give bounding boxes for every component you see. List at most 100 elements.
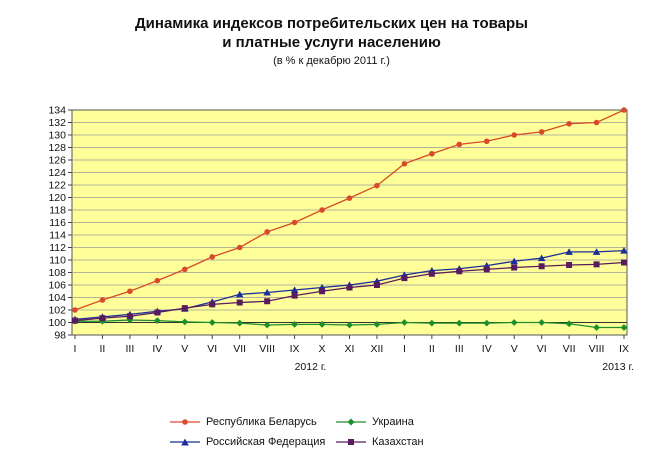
- y-tick-label-102: 102: [48, 305, 66, 317]
- x-tick-label-2: III: [126, 343, 135, 355]
- data-point-s0-0: [72, 307, 78, 313]
- x-tick-label-11: XII: [371, 343, 384, 355]
- x-tick-label-16: V: [511, 343, 518, 355]
- data-point-s0-1: [99, 297, 106, 303]
- data-point-s0-11: [374, 182, 380, 189]
- data-point-s1-19: [593, 324, 600, 331]
- chart-title-line-2: и платные услуги населению: [222, 34, 441, 51]
- y-tick-label-116: 116: [49, 217, 66, 229]
- data-point-s2-19: [592, 248, 601, 255]
- year-label-2012: 2012 г.: [295, 361, 327, 373]
- x-tick-label-8: IX: [290, 343, 300, 355]
- y-tick-label-104: 104: [48, 292, 66, 304]
- y-tick-label-124: 124: [48, 167, 66, 179]
- data-point-s3-16: [511, 264, 518, 271]
- data-point-s0-3: [154, 277, 161, 284]
- data-point-s3-5: [209, 301, 216, 308]
- y-tick-label-128: 128: [48, 142, 66, 154]
- y-tick-label-98: 98: [54, 330, 66, 342]
- x-tick-label-1: II: [100, 343, 106, 355]
- data-point-s3-1: [99, 315, 106, 322]
- data-point-s1-3: [153, 317, 161, 325]
- data-point-s1-7: [263, 321, 271, 329]
- y-tick-label-108: 108: [48, 267, 66, 279]
- data-point-s3-8: [291, 292, 298, 299]
- y-tick-label-132: 132: [48, 117, 66, 129]
- y-tick-label-126: 126: [48, 155, 66, 167]
- x-tick-label-12: I: [403, 343, 406, 355]
- data-point-s0-6: [236, 244, 243, 251]
- data-point-s1-4: [181, 318, 189, 326]
- data-point-s0-2: [127, 288, 133, 295]
- data-point-s0-5: [209, 254, 216, 260]
- data-point-s0-15: [483, 138, 490, 145]
- data-point-s3-0: [72, 317, 78, 324]
- x-tick-label-18: VII: [563, 343, 576, 355]
- y-tick-label-114: 114: [49, 230, 66, 242]
- data-point-s3-17: [538, 263, 545, 270]
- data-point-s3-11: [373, 282, 380, 288]
- data-point-s1-8: [291, 320, 298, 328]
- chart-subtitle: (в % к декабрю 2011 г.): [273, 55, 390, 67]
- chart-title: Динамика индексов потребительских цен на…: [0, 14, 663, 52]
- data-point-s3-3: [154, 309, 161, 316]
- x-tick-label-3: IV: [152, 343, 162, 355]
- data-point-s1-10: [346, 321, 353, 329]
- data-point-s0-19: [593, 119, 600, 126]
- y-tick-label-122: 122: [48, 180, 66, 192]
- x-tick-label-5: VI: [207, 343, 217, 355]
- data-point-s3-13: [428, 270, 435, 277]
- data-point-s0-13: [429, 150, 435, 157]
- data-point-s2-16: [510, 257, 518, 265]
- x-tick-label-9: X: [319, 343, 326, 355]
- x-tick-label-0: I: [74, 343, 77, 355]
- data-point-s3-12: [401, 275, 408, 282]
- data-point-s2-17: [537, 254, 546, 262]
- y-tick-label-100: 100: [48, 317, 66, 329]
- y-tick-label-112: 112: [49, 242, 66, 254]
- data-point-s2-20: [620, 247, 628, 254]
- data-point-s1-2: [126, 316, 134, 324]
- x-tick-label-15: IV: [482, 343, 492, 355]
- y-tick-label-134: 134: [48, 105, 66, 117]
- data-point-s3-14: [456, 268, 463, 275]
- data-point-s3-9: [319, 288, 326, 295]
- data-point-s1-11: [373, 320, 381, 328]
- data-point-s0-20: [621, 107, 627, 113]
- data-point-s0-9: [319, 207, 325, 213]
- y-tick-label-106: 106: [48, 280, 66, 292]
- data-point-s3-4: [181, 305, 188, 312]
- data-point-s2-18: [565, 248, 573, 255]
- data-point-s2-8: [290, 286, 299, 293]
- data-point-s2-6: [235, 290, 244, 298]
- data-point-s3-10: [346, 284, 353, 291]
- data-point-s0-16: [511, 132, 517, 138]
- data-point-s3-15: [483, 266, 490, 273]
- x-tick-label-13: II: [429, 343, 435, 355]
- data-point-s0-14: [456, 141, 463, 148]
- data-point-s2-7: [263, 288, 271, 296]
- data-point-s1-6: [236, 319, 244, 327]
- y-tick-label-118: 118: [49, 205, 66, 217]
- data-point-s0-12: [401, 160, 408, 167]
- data-point-s3-20: [621, 259, 627, 266]
- data-point-s0-17: [538, 129, 545, 135]
- y-tick-label-130: 130: [48, 130, 66, 142]
- data-point-s1-17: [538, 319, 546, 326]
- x-tick-label-14: III: [455, 343, 464, 355]
- data-point-s0-10: [346, 195, 353, 201]
- data-point-s0-18: [566, 120, 572, 127]
- x-tick-label-6: VII: [233, 343, 246, 355]
- data-point-s1-5: [208, 319, 216, 326]
- year-label-2013: 2013 г.: [602, 361, 634, 373]
- data-point-s1-9: [318, 320, 326, 328]
- data-point-s1-16: [510, 319, 518, 326]
- data-point-s0-8: [291, 219, 298, 226]
- y-tick-label-110: 110: [49, 255, 66, 267]
- data-point-s1-12: [401, 319, 408, 326]
- y-tick-label-120: 120: [48, 192, 66, 204]
- data-point-s1-1: [99, 317, 106, 325]
- data-point-s3-19: [593, 261, 600, 268]
- data-point-s1-13: [428, 319, 436, 327]
